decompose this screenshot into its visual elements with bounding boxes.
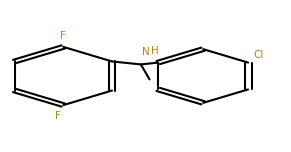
Text: Cl: Cl [254, 50, 264, 60]
Text: F: F [61, 31, 66, 41]
Text: F: F [55, 111, 61, 121]
Text: H: H [151, 46, 159, 56]
Text: N: N [142, 47, 150, 57]
